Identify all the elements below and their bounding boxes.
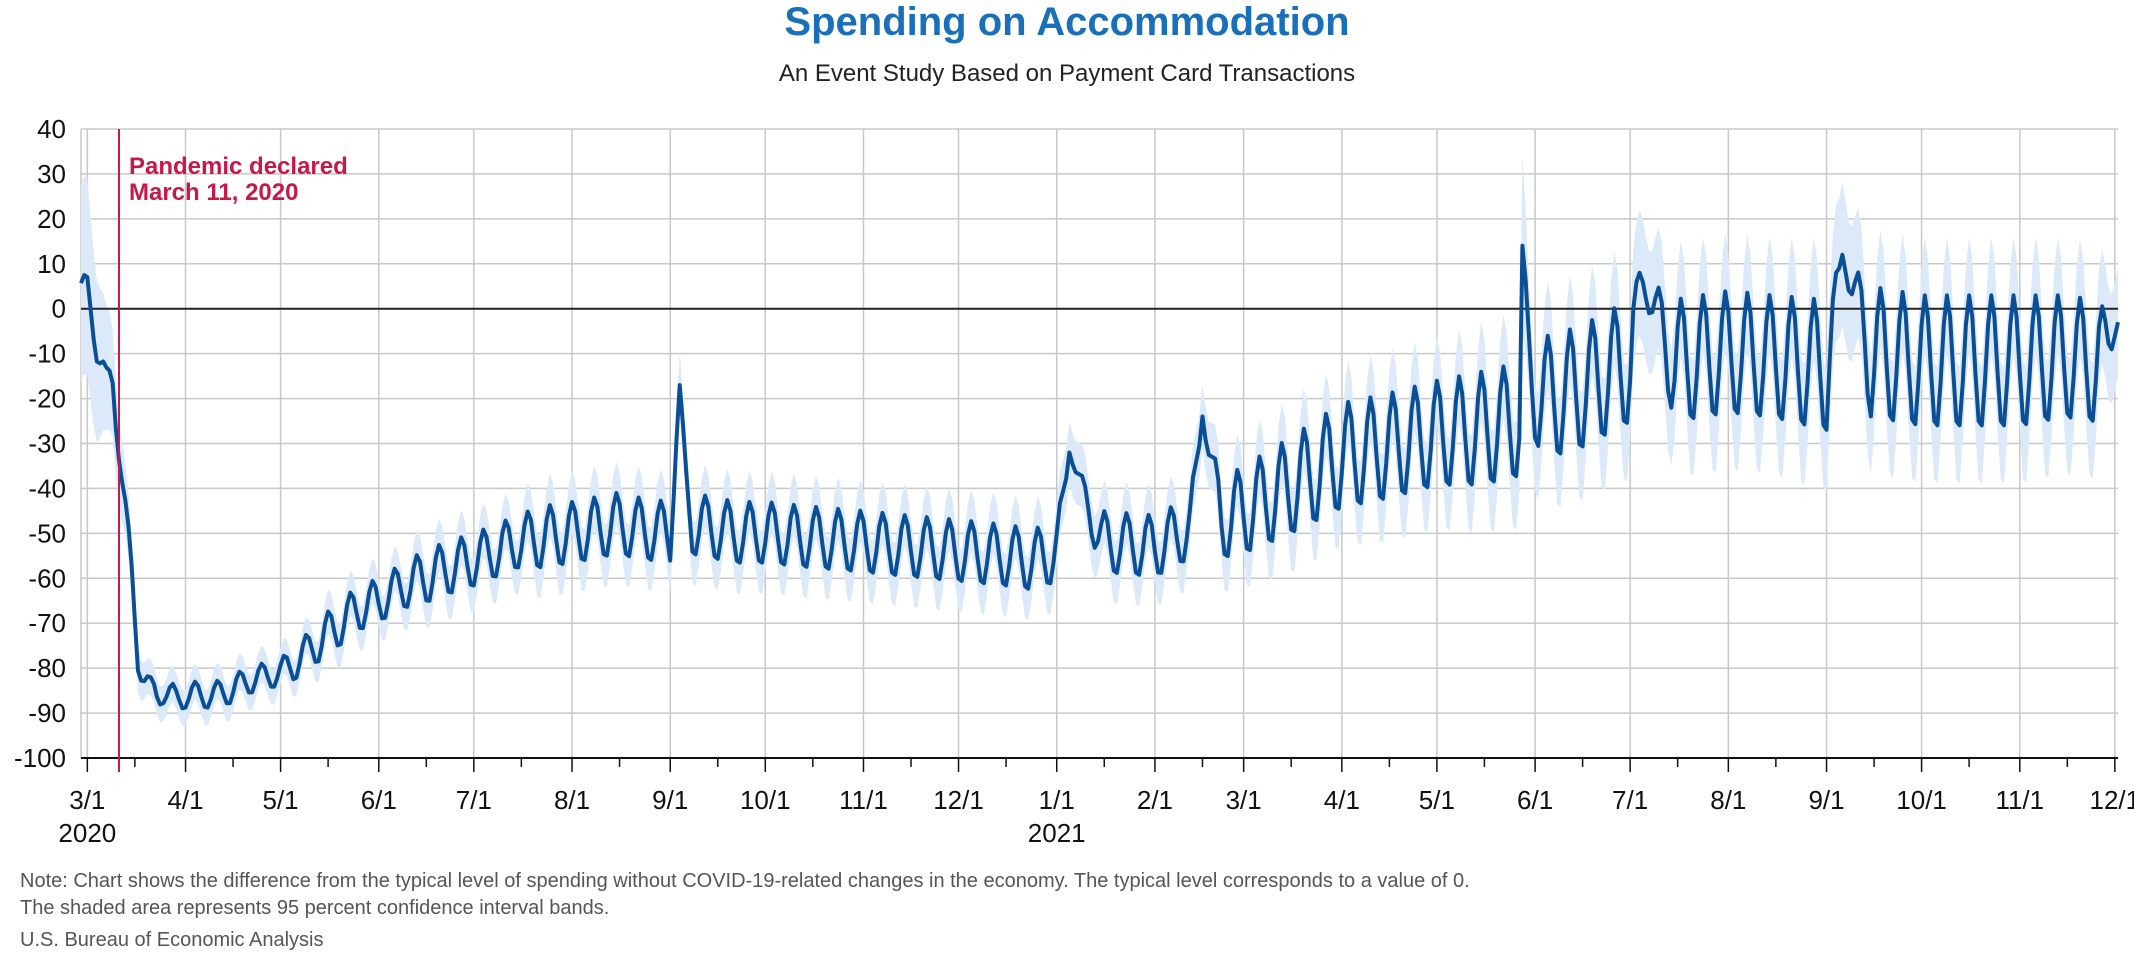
series-line <box>79 243 2120 711</box>
y-tick-label: -100 <box>14 743 66 773</box>
note-line-2: The shaded area represents 95 percent co… <box>20 897 610 919</box>
x-year-label: 2020 <box>58 818 116 848</box>
x-tick-label: 5/1 <box>1419 785 1455 815</box>
note-line-1: Note: Chart shows the difference from th… <box>20 870 1470 892</box>
x-tick-label: 1/1 <box>1039 785 1075 815</box>
y-tick-label: -50 <box>28 518 66 548</box>
x-tick-label: 7/1 <box>1612 785 1648 815</box>
y-tick-label: -10 <box>28 339 66 369</box>
line-chart: 40 30 20 10 0 -10 -20 -30 -40 -50 -60 -70 -80 -90 -100… <box>14 114 2134 848</box>
x-tick-label: 4/1 <box>167 785 203 815</box>
y-tick-label: 40 <box>37 114 66 144</box>
x-tick-label: 11/1 <box>1995 785 2044 815</box>
chart-subtitle: An Event Study Based on Payment Card Tra… <box>778 60 1356 87</box>
y-tick-label: -90 <box>28 698 66 728</box>
confidence-band-layer <box>81 156 2118 727</box>
x-tick-label: 6/1 <box>1517 785 1553 815</box>
y-tick-label: -80 <box>28 653 66 683</box>
x-tick-label: 7/1 <box>456 785 492 815</box>
y-tick-label: -70 <box>28 608 66 638</box>
x-year-label: 2021 <box>1028 818 1086 848</box>
x-tick-label: 3/1 <box>1226 785 1262 815</box>
x-tick-label: 12/1 <box>2090 785 2134 815</box>
confidence-band <box>81 156 2118 727</box>
y-tick-label: -30 <box>28 429 66 459</box>
series-line-layer <box>79 243 2120 711</box>
y-tick-label: 10 <box>37 249 66 279</box>
x-tick-label: 11/1 <box>839 785 888 815</box>
y-tick-label: -60 <box>28 563 66 593</box>
x-tick-label: 8/1 <box>554 785 590 815</box>
chart-title: Spending on Accommodation <box>784 0 1350 44</box>
axis-layer: 40 30 20 10 0 -10 -20 -30 -40 -50 -60 -70 -80 -90 -100… <box>14 114 2134 848</box>
x-tick-label: 10/1 <box>740 785 791 815</box>
y-tick-label: -20 <box>28 384 66 414</box>
annotation-line-1: Pandemic declared <box>129 153 348 180</box>
annotation-line-2: March 11, 2020 <box>129 179 298 206</box>
x-tick-label: 3/1 <box>69 785 105 815</box>
x-tick-label: 4/1 <box>1324 785 1360 815</box>
x-tick-label: 5/1 <box>263 785 299 815</box>
x-tick-label: 9/1 <box>652 785 688 815</box>
x-tick-label: 2/1 <box>1137 785 1173 815</box>
x-tick-label: 10/1 <box>1896 785 1947 815</box>
y-tick-label: 20 <box>37 204 66 234</box>
y-tick-label: 30 <box>37 159 66 189</box>
x-tick-label: 6/1 <box>361 785 397 815</box>
x-tick-label: 9/1 <box>1808 785 1844 815</box>
x-tick-label: 8/1 <box>1710 785 1746 815</box>
grid-layer <box>80 128 2118 759</box>
y-tick-label: -40 <box>28 473 66 503</box>
x-tick-label: 12/1 <box>933 785 984 815</box>
source-credit: U.S. Bureau of Economic Analysis <box>20 929 324 951</box>
chart-note: Note: Chart shows the difference from th… <box>20 868 1470 922</box>
y-tick-label: 0 <box>52 294 66 324</box>
